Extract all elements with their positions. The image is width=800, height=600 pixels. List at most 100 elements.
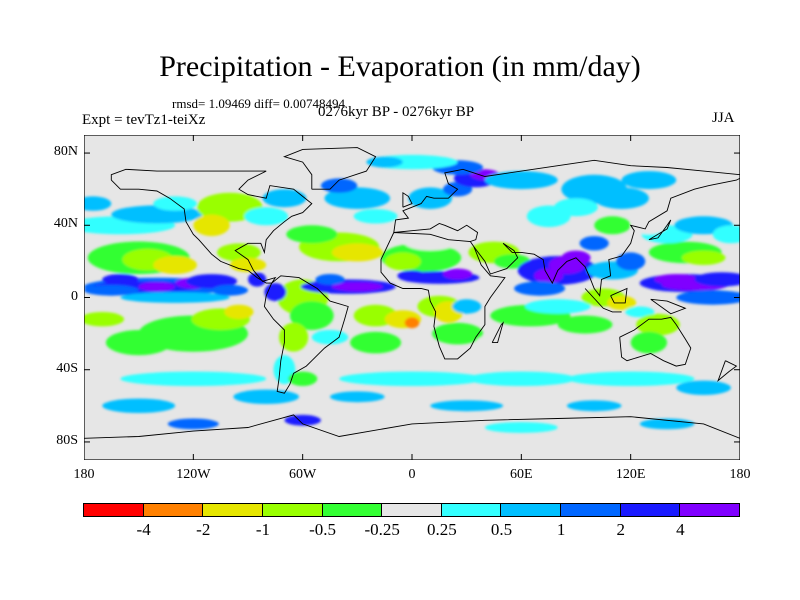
field-contour xyxy=(330,391,385,403)
field-contour xyxy=(430,400,504,412)
colorbar-swatch xyxy=(500,503,562,517)
coastline xyxy=(402,191,413,208)
coastline xyxy=(648,219,672,241)
field-contour xyxy=(534,268,564,283)
lat-tick-label: 0 xyxy=(71,288,78,304)
period-label: 0276kyr BP - 0276kyr BP xyxy=(318,104,475,120)
lon-tick-label: 120E xyxy=(615,467,646,482)
field-contour xyxy=(193,214,230,237)
colorbar-label: 1 xyxy=(556,520,566,539)
field-contour xyxy=(84,362,121,377)
field-contour xyxy=(484,422,558,433)
field-contour xyxy=(676,290,740,305)
field-contour xyxy=(84,284,139,296)
colorbar xyxy=(83,503,741,517)
field-contour xyxy=(432,322,484,345)
field-contour xyxy=(408,187,453,209)
colorbar-swatch xyxy=(202,503,263,517)
colorbar-label: -0.25 xyxy=(364,520,400,539)
field-contour xyxy=(339,371,485,386)
field-contour xyxy=(397,270,427,282)
colorbar-label: 0.5 xyxy=(490,520,513,539)
colorbar-swatch xyxy=(142,503,204,517)
coastline xyxy=(283,147,377,190)
field-contour xyxy=(594,187,649,209)
field-contour xyxy=(630,331,668,354)
field-contour xyxy=(224,304,254,320)
field-contour xyxy=(324,187,391,209)
coastline xyxy=(491,321,504,344)
field-contour xyxy=(557,315,613,334)
field-contour xyxy=(443,268,473,280)
field-contour xyxy=(167,418,219,430)
field-contour xyxy=(120,371,267,386)
colorbar-swatch xyxy=(83,503,144,517)
field-contour xyxy=(217,243,261,262)
field-contour xyxy=(594,216,631,235)
field-contour xyxy=(288,371,318,386)
field-contour xyxy=(248,272,267,287)
field-contour xyxy=(712,225,740,244)
field-contour xyxy=(404,236,456,251)
field-contour xyxy=(138,282,176,292)
field-contour xyxy=(579,236,609,251)
coastline xyxy=(393,223,479,242)
coastline xyxy=(619,316,692,367)
field-contour xyxy=(262,189,307,208)
field-contour xyxy=(681,250,726,265)
field-contour xyxy=(616,252,646,271)
field-contour xyxy=(286,225,338,244)
colorbar-swatch xyxy=(619,503,681,517)
field-contour xyxy=(566,400,622,412)
colorbar-swatch xyxy=(440,503,502,517)
field-contour xyxy=(284,414,321,426)
colorbar-label: -4 xyxy=(136,520,151,539)
lat-tick-label: 40N xyxy=(53,216,78,232)
field-contour xyxy=(636,313,680,336)
coastline xyxy=(717,360,738,383)
lon-tick-label: 180 xyxy=(729,467,751,482)
colorbar-label: 4 xyxy=(676,520,685,539)
field-contour xyxy=(331,243,383,262)
colorbar-swatch xyxy=(560,503,621,517)
lat-tick-label: 80N xyxy=(53,144,78,160)
chart-title: Precipitation - Evaporation (in mm/day) xyxy=(159,50,641,83)
field-contour xyxy=(654,274,699,285)
lon-tick-label: 60E xyxy=(510,467,533,482)
field-contour xyxy=(84,196,112,211)
lat-tick-label: 80S xyxy=(56,432,78,448)
field-contour xyxy=(153,256,197,274)
stats-annotation: rmsd= 1.09469 diff= 0.00748494 xyxy=(172,96,345,111)
colorbar-label: -2 xyxy=(196,520,211,539)
colorbar-swatch xyxy=(321,503,383,517)
field-contour xyxy=(525,299,591,314)
lat-tick-label: 40S xyxy=(56,360,78,376)
field-contour xyxy=(703,353,740,368)
field-contour xyxy=(102,274,139,285)
field-contour xyxy=(84,312,125,327)
colorbar-label: -1 xyxy=(255,520,270,539)
field-contour xyxy=(244,207,289,226)
field-contour xyxy=(353,209,398,224)
coastline xyxy=(473,177,740,297)
field-contour xyxy=(484,171,558,190)
field-contour xyxy=(566,371,695,386)
colorbar-label: 2 xyxy=(616,520,625,539)
coastline xyxy=(584,288,622,313)
coastline xyxy=(110,168,313,284)
field-contour xyxy=(404,317,420,329)
field-contour xyxy=(102,398,176,413)
field-contour xyxy=(233,389,299,404)
field-contour xyxy=(153,196,197,211)
field-contour xyxy=(384,252,422,271)
field-contour xyxy=(311,330,349,345)
field-contour xyxy=(475,331,549,354)
field-contour xyxy=(630,216,668,235)
coastline xyxy=(610,287,628,304)
field-contour xyxy=(466,371,576,386)
lon-tick-label: 180 xyxy=(73,467,95,482)
field-contour xyxy=(694,272,740,287)
field-contour xyxy=(350,331,402,354)
field-contour xyxy=(452,299,482,314)
coastlines xyxy=(84,147,740,439)
